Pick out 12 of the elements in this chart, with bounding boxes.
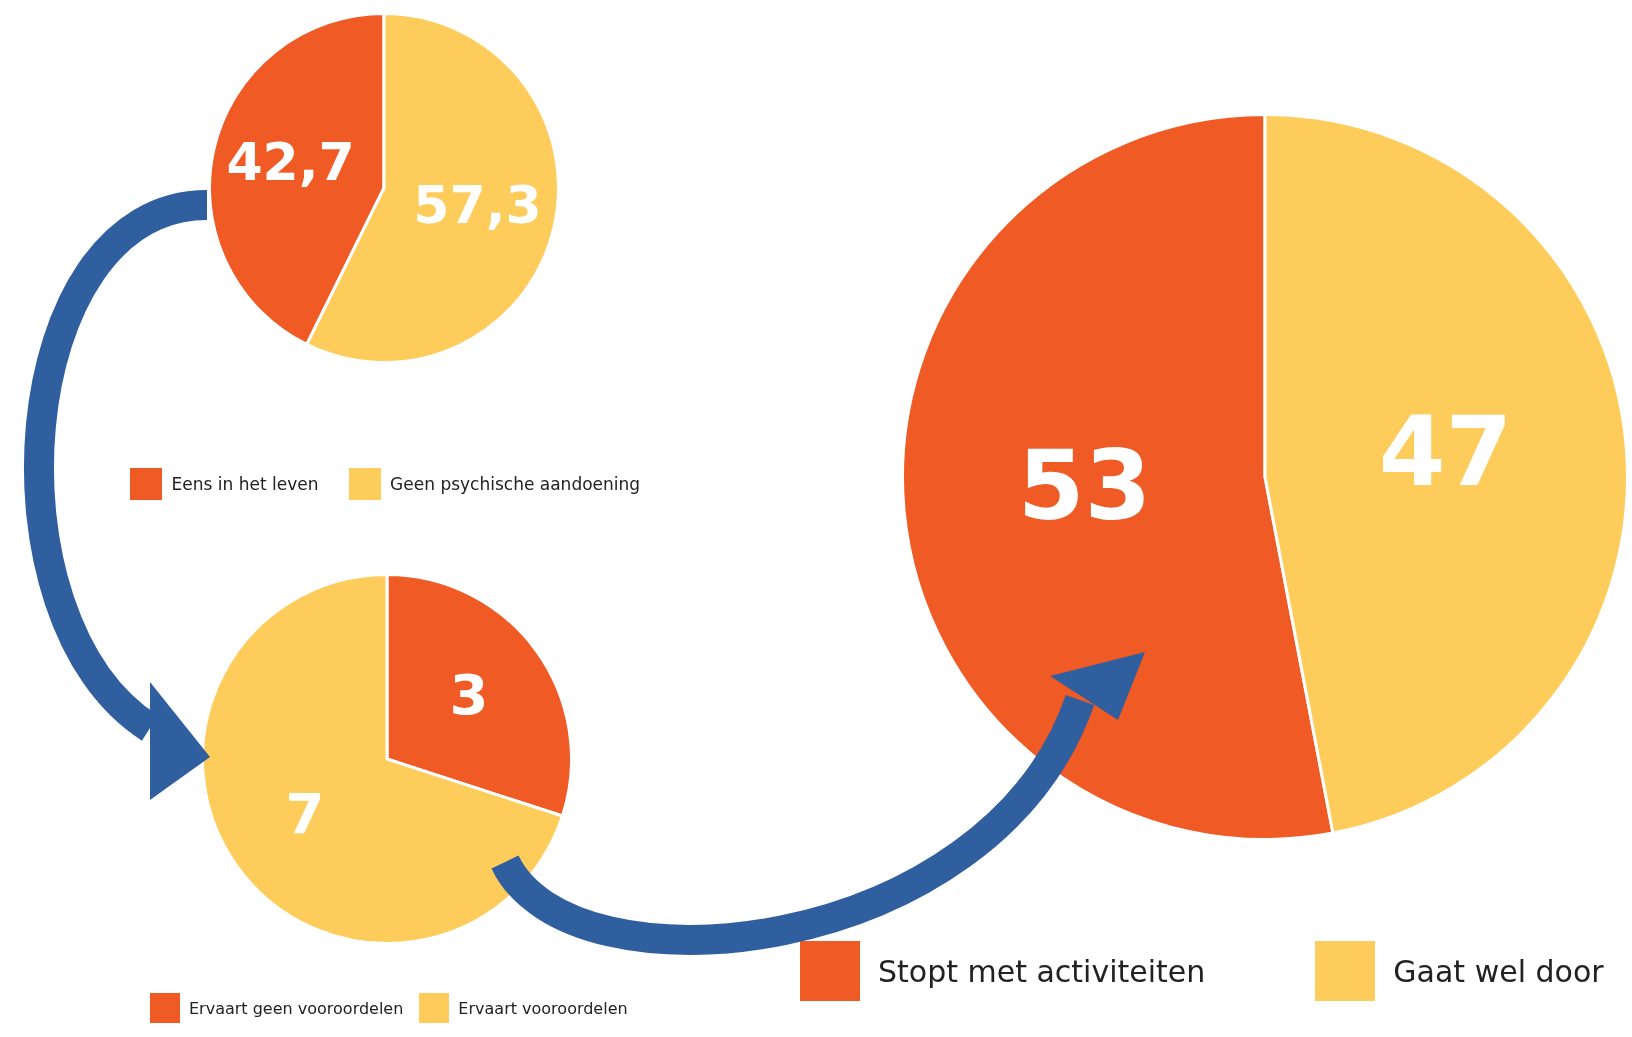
data-label: 53 [1017,429,1152,542]
legend-label: Gaat wel door [1393,953,1604,989]
legend-label: Geen psychische aandoening [390,474,641,494]
legend-label: Ervaart vooroordelen [458,998,628,1018]
legend-label: Eens in het leven [171,474,319,494]
data-label: 47 [1378,395,1513,508]
data-label: 7 [285,781,325,847]
data-label: 3 [449,661,489,727]
legend-label: Ervaart geen vooroordelen [189,998,404,1018]
legend-label: Stopt met activiteiten [878,953,1206,989]
data-label: 42,7 [226,131,355,192]
data-label: 57,3 [413,175,542,236]
